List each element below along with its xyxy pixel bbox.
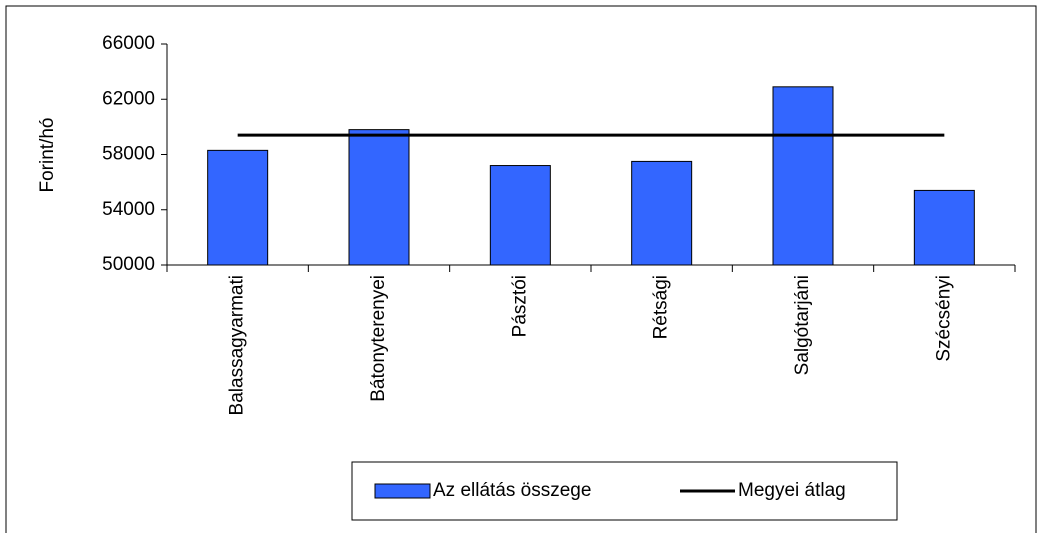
legend-swatch [374, 483, 431, 499]
y-tick-label: 54000 [102, 199, 155, 220]
legend-label: Az ellátás összege [433, 480, 591, 501]
bar [489, 165, 551, 266]
bar [631, 160, 693, 266]
x-tick-label: Rétsági [651, 275, 672, 339]
bar [913, 189, 975, 266]
y-axis-label: Forint/hó [37, 118, 58, 193]
chart-frame [5, 5, 1037, 538]
x-tick-label: Szécsényi [933, 275, 954, 362]
y-tick-label: 66000 [102, 33, 155, 54]
bar [207, 149, 269, 266]
x-tick-label: Balassagyarmati [227, 275, 248, 415]
x-tick-label: Bátonyterenyei [368, 275, 389, 402]
x-tick-label: Salgótarjáni [792, 275, 813, 375]
y-tick-label: 62000 [102, 88, 155, 109]
bar [348, 129, 410, 266]
legend-box [351, 461, 898, 521]
y-tick-label: 50000 [102, 254, 155, 275]
y-tick-label: 58000 [102, 144, 155, 165]
x-tick-label: Pásztói [509, 275, 530, 337]
bar [772, 86, 834, 266]
legend-label: Megyei átlag [738, 480, 846, 501]
